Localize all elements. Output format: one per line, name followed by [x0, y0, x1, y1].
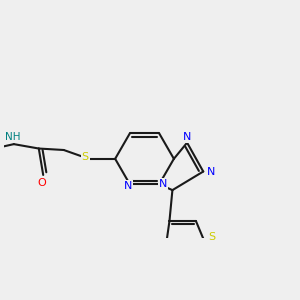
- Text: N: N: [124, 181, 133, 191]
- Text: N: N: [158, 179, 167, 189]
- Text: N: N: [183, 132, 191, 142]
- Text: S: S: [82, 152, 89, 162]
- Text: N: N: [206, 167, 215, 176]
- Text: NH: NH: [4, 132, 20, 142]
- Text: O: O: [38, 178, 46, 188]
- Text: S: S: [208, 232, 216, 242]
